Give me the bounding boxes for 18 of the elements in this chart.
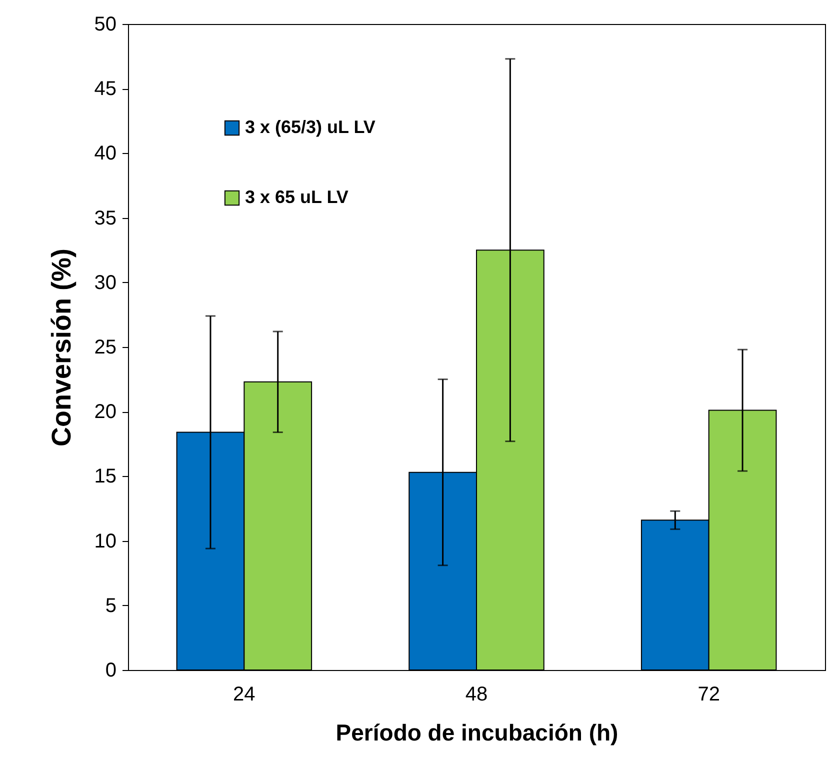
legend-label: 3 x (65/3) uL LV	[245, 117, 376, 137]
y-tick-label: 15	[94, 466, 116, 488]
y-tick-label: 5	[105, 594, 116, 617]
x-tick-label: 24	[233, 684, 256, 706]
y-tick-label: 10	[94, 530, 116, 552]
x-axis-title: Período de incubación (h)	[336, 720, 618, 746]
y-tick-label: 20	[94, 401, 116, 424]
y-tick-label: 40	[94, 142, 116, 165]
y-tick-label: 30	[94, 272, 116, 294]
legend-label: 3 x 65 uL LV	[245, 187, 348, 207]
y-axis-title: Conversión (%)	[46, 248, 76, 447]
y-tick-label: 0	[105, 660, 116, 682]
y-tick-label: 25	[94, 336, 116, 358]
y-tick-label: 35	[94, 207, 116, 230]
y-tick-label: 50	[94, 14, 116, 36]
x-tick-label: 48	[465, 684, 488, 706]
x-tick-label: 72	[698, 684, 720, 706]
y-tick-label: 45	[94, 78, 116, 100]
